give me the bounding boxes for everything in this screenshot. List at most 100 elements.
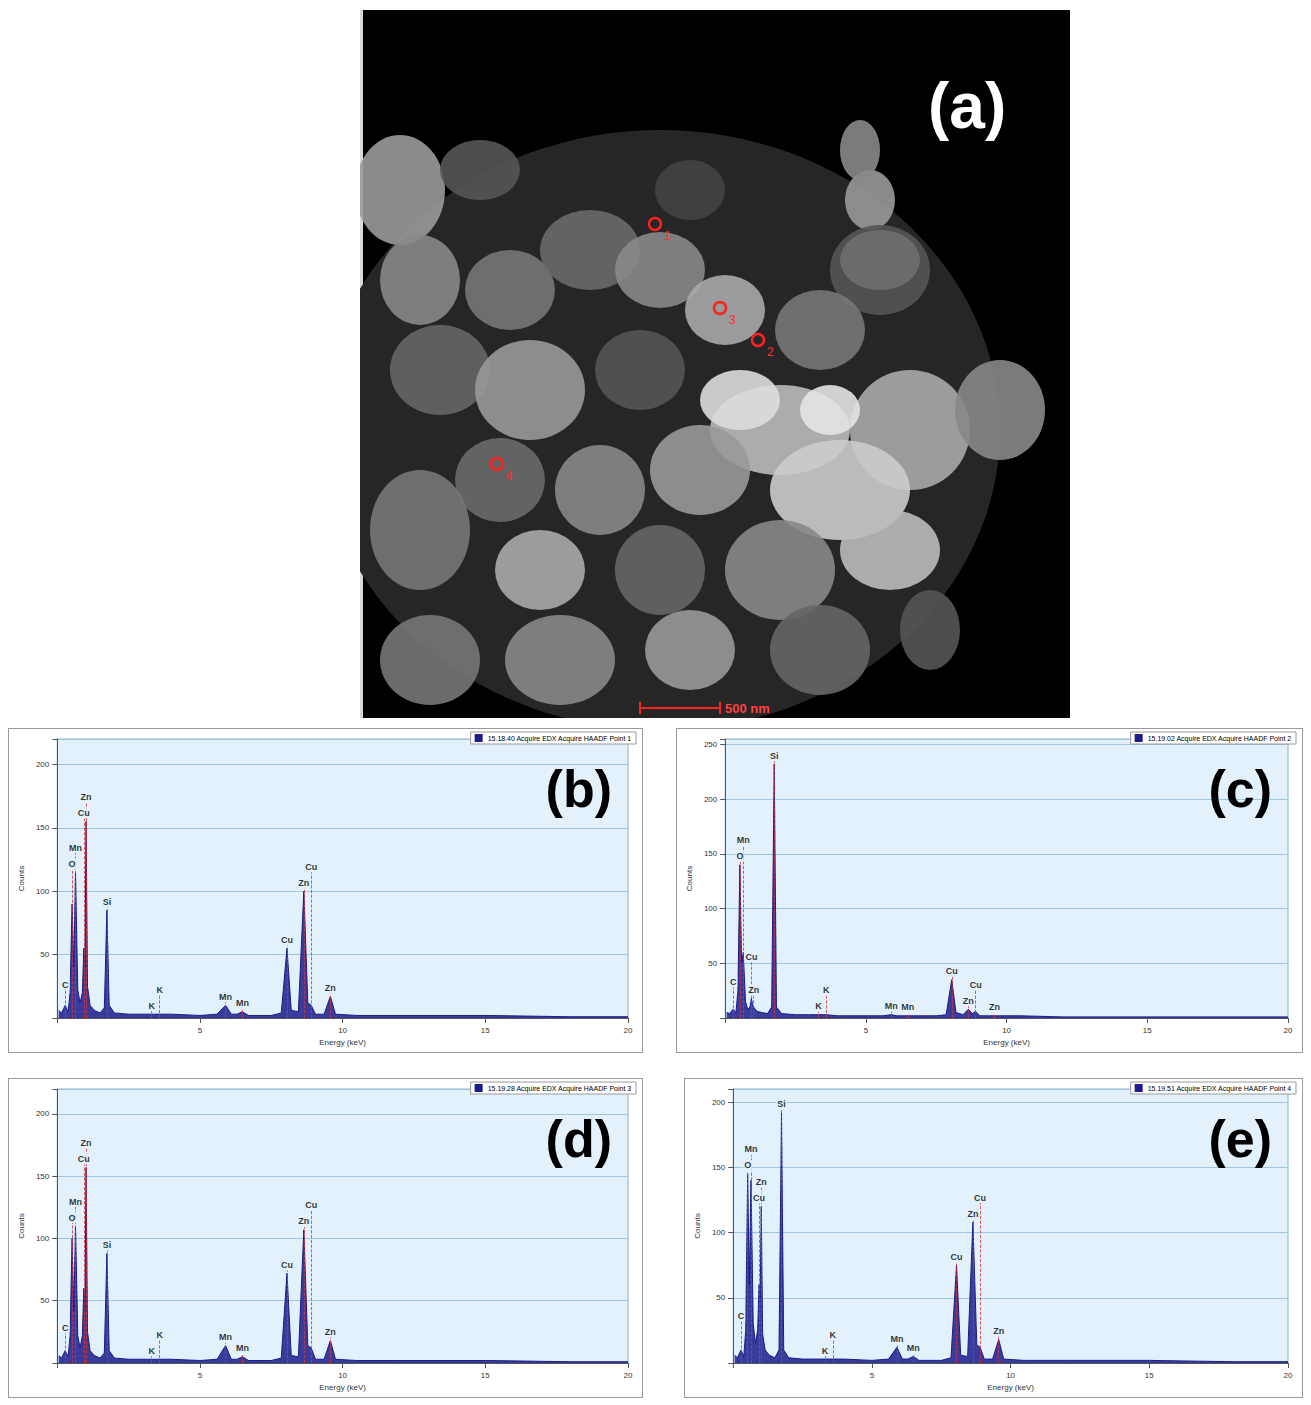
svg-text:Cu: Cu	[281, 1260, 293, 1270]
svg-text:150: 150	[712, 1163, 726, 1172]
svg-text:10: 10	[1006, 1371, 1015, 1380]
svg-text:Cu: Cu	[951, 1252, 963, 1262]
svg-text:Zn: Zn	[325, 983, 336, 993]
svg-text:Si: Si	[103, 897, 112, 907]
svg-text:K: K	[822, 1346, 829, 1356]
svg-text:Cu: Cu	[305, 862, 317, 872]
svg-text:Cu: Cu	[753, 1193, 765, 1203]
svg-text:Mn: Mn	[737, 835, 750, 845]
svg-text:Mn: Mn	[69, 843, 82, 853]
svg-text:Mn: Mn	[219, 992, 232, 1002]
svg-text:Zn: Zn	[298, 878, 309, 888]
svg-text:C: C	[730, 977, 737, 987]
svg-text:50: 50	[40, 1296, 49, 1305]
svg-text:Energy (keV): Energy (keV)	[987, 1383, 1034, 1392]
svg-text:Mn: Mn	[219, 1332, 232, 1342]
svg-text:(d): (d)	[546, 1110, 612, 1168]
svg-text:50: 50	[40, 950, 49, 959]
svg-text:K: K	[148, 1001, 155, 1011]
svg-text:15: 15	[1145, 1371, 1154, 1380]
svg-text:200: 200	[704, 795, 718, 804]
svg-text:Mn: Mn	[890, 1334, 903, 1344]
svg-text:15: 15	[481, 1026, 490, 1035]
svg-text:10: 10	[338, 1371, 347, 1380]
svg-text:150: 150	[36, 823, 50, 832]
svg-text:3: 3	[729, 313, 736, 327]
svg-text:Zn: Zn	[298, 1216, 309, 1226]
svg-text:Counts: Counts	[17, 866, 26, 891]
svg-text:Zn: Zn	[81, 1138, 92, 1148]
svg-text:10: 10	[338, 1026, 347, 1035]
svg-text:2: 2	[767, 345, 774, 359]
svg-text:Mn: Mn	[901, 1002, 914, 1012]
svg-text:Mn: Mn	[69, 1197, 82, 1207]
svg-text:(a): (a)	[928, 70, 1006, 142]
svg-text:Zn: Zn	[967, 1209, 978, 1219]
svg-text:(c): (c)	[1208, 760, 1272, 818]
svg-text:Zn: Zn	[989, 1002, 1000, 1012]
svg-text:100: 100	[704, 904, 718, 913]
svg-text:Cu: Cu	[946, 966, 958, 976]
svg-text:15.18.40 Acquire EDX Acquire H: 15.18.40 Acquire EDX Acquire HAADF Point…	[488, 735, 632, 743]
svg-text:C: C	[738, 1311, 745, 1321]
svg-text:C: C	[62, 980, 69, 990]
svg-text:Mn: Mn	[236, 1343, 249, 1353]
svg-text:50: 50	[716, 1293, 725, 1302]
svg-text:15: 15	[481, 1371, 490, 1380]
svg-text:Zn: Zn	[963, 996, 974, 1006]
svg-text:K: K	[156, 985, 163, 995]
svg-text:20: 20	[1284, 1371, 1293, 1380]
svg-text:20: 20	[624, 1371, 633, 1380]
svg-text:10: 10	[1002, 1026, 1011, 1035]
svg-text:Zn: Zn	[993, 1326, 1004, 1336]
svg-text:Zn: Zn	[81, 792, 92, 802]
svg-text:(e): (e)	[1208, 1110, 1272, 1168]
svg-text:200: 200	[36, 760, 50, 769]
svg-text:Cu: Cu	[970, 980, 982, 990]
svg-text:200: 200	[36, 1109, 50, 1118]
svg-text:5: 5	[198, 1026, 203, 1035]
svg-text:K: K	[148, 1346, 155, 1356]
svg-text:Counts: Counts	[693, 1213, 702, 1238]
svg-text:O: O	[69, 859, 76, 869]
svg-text:C: C	[62, 1323, 69, 1333]
svg-text:Zn: Zn	[756, 1177, 767, 1187]
svg-text:4: 4	[506, 469, 513, 483]
svg-text:15.19.51 Acquire EDX Acquire H: 15.19.51 Acquire EDX Acquire HAADF Point…	[1148, 1085, 1292, 1093]
svg-text:K: K	[815, 1001, 822, 1011]
svg-text:15.19.28 Acquire EDX Acquire H: 15.19.28 Acquire EDX Acquire HAADF Point…	[488, 1085, 632, 1093]
svg-text:Cu: Cu	[974, 1193, 986, 1203]
svg-text:Counts: Counts	[17, 1213, 26, 1238]
svg-text:5: 5	[864, 1026, 869, 1035]
svg-text:150: 150	[704, 849, 718, 858]
svg-text:O: O	[744, 1160, 751, 1170]
svg-text:100: 100	[36, 1234, 50, 1243]
svg-text:200: 200	[712, 1098, 726, 1107]
svg-text:K: K	[156, 1330, 163, 1340]
svg-text:Cu: Cu	[78, 808, 90, 818]
svg-text:K: K	[830, 1330, 837, 1340]
svg-text:Mn: Mn	[236, 998, 249, 1008]
svg-text:15.19.02 Acquire EDX Acquire H: 15.19.02 Acquire EDX Acquire HAADF Point…	[1148, 735, 1292, 743]
svg-text:50: 50	[708, 959, 717, 968]
svg-text:1: 1	[664, 229, 671, 243]
svg-text:Counts: Counts	[685, 866, 694, 891]
svg-text:Mn: Mn	[907, 1343, 920, 1353]
svg-text:Si: Si	[103, 1240, 112, 1250]
svg-text:Cu: Cu	[305, 1200, 317, 1210]
svg-text:Cu: Cu	[78, 1154, 90, 1164]
svg-text:150: 150	[36, 1172, 50, 1181]
svg-text:Si: Si	[777, 1099, 786, 1109]
svg-text:20: 20	[624, 1026, 633, 1035]
svg-text:O: O	[736, 851, 743, 861]
svg-text:K: K	[823, 985, 830, 995]
svg-text:250: 250	[704, 740, 718, 749]
svg-text:100: 100	[712, 1228, 726, 1237]
svg-text:Zn: Zn	[325, 1327, 336, 1337]
svg-text:5: 5	[870, 1371, 875, 1380]
svg-text:Mn: Mn	[744, 1144, 757, 1154]
svg-text:15: 15	[1143, 1026, 1152, 1035]
svg-text:O: O	[69, 1213, 76, 1223]
svg-text:Zn: Zn	[748, 985, 759, 995]
svg-text:Energy (keV): Energy (keV)	[319, 1383, 366, 1392]
